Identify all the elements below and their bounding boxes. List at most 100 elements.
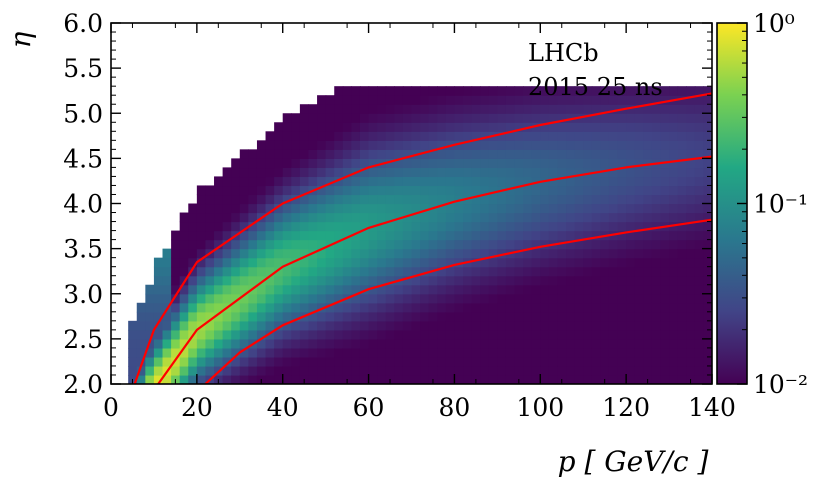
heatmap-cell	[351, 221, 361, 232]
heatmap-cell	[248, 212, 258, 223]
heatmap-cell	[523, 329, 533, 340]
heatmap-cell	[179, 302, 189, 313]
y-axis: 2.02.53.03.54.04.55.05.56.0	[63, 9, 712, 399]
x-axis: 0 20 40 60 80 100 120 140	[103, 23, 736, 422]
heatmap-cell	[694, 113, 705, 123]
heatmap-cell	[265, 311, 275, 322]
heatmap-cell	[703, 131, 712, 141]
heatmap-cell	[351, 356, 361, 367]
heatmap-cell	[643, 356, 653, 367]
heatmap-cell	[351, 311, 361, 322]
heatmap-cell	[677, 176, 687, 187]
heatmap-cell	[334, 167, 344, 178]
heatmap-cell	[308, 203, 318, 214]
heatmap-cell	[394, 257, 404, 268]
heatmap-cell	[523, 302, 533, 313]
heatmap-cell	[643, 158, 653, 169]
colorbar-tick-label: 10⁻¹	[753, 190, 808, 219]
heatmap-cell	[179, 248, 189, 259]
heatmap-cell	[325, 149, 335, 159]
heatmap-cell	[523, 338, 533, 349]
heatmap-cell	[634, 104, 644, 114]
heatmap-cell	[308, 113, 318, 123]
heatmap-cell	[274, 158, 284, 169]
heatmap-cell	[505, 131, 516, 141]
heatmap-cell	[497, 221, 507, 232]
heatmap-cell	[402, 338, 413, 349]
heatmap-cell	[171, 311, 181, 322]
heatmap-cell	[454, 230, 464, 241]
heatmap-cell	[686, 131, 696, 141]
heatmap-cell	[566, 86, 576, 96]
heatmap-cell	[402, 185, 413, 196]
heatmap-cell	[523, 86, 533, 96]
heatmap-cell	[669, 365, 679, 376]
heatmap-cell	[325, 302, 335, 313]
heatmap-cell	[445, 95, 456, 105]
heatmap-cell	[600, 302, 610, 313]
heatmap-cell	[660, 194, 670, 205]
heatmap-cell	[411, 212, 421, 223]
heatmap-cell	[471, 149, 481, 159]
heatmap-cell	[660, 266, 670, 277]
heatmap-cell	[359, 230, 370, 241]
heatmap-cell	[505, 275, 516, 286]
heatmap-cell	[540, 149, 550, 159]
heatmap-cell	[651, 365, 662, 376]
heatmap-cell	[471, 212, 481, 223]
heatmap-cell	[385, 95, 395, 105]
heatmap-cell	[514, 140, 524, 150]
heatmap-cell	[162, 266, 172, 277]
heatmap-cell	[703, 113, 712, 123]
heatmap-cell	[317, 212, 327, 223]
heatmap-cell	[256, 356, 267, 367]
heatmap-cell	[385, 149, 395, 159]
heatmap-cell	[385, 185, 395, 196]
heatmap-cell	[299, 194, 310, 205]
heatmap-cell	[660, 86, 670, 96]
heatmap-cell	[531, 239, 541, 250]
heatmap-cell	[334, 356, 344, 367]
heatmap-cell	[454, 176, 464, 187]
heatmap-cell	[694, 338, 705, 349]
heatmap-cell	[368, 320, 378, 331]
heatmap-cell	[179, 329, 189, 340]
heatmap-cell	[454, 158, 464, 169]
heatmap-cell	[428, 86, 438, 96]
heatmap-cell	[540, 284, 550, 295]
heatmap-cell	[368, 104, 378, 114]
heatmap-cell	[488, 185, 498, 196]
heatmap-cell	[454, 239, 464, 250]
heatmap-cell	[574, 365, 584, 376]
heatmap-cell	[239, 347, 249, 358]
heatmap-cell	[591, 185, 601, 196]
heatmap-cell	[583, 347, 593, 358]
heatmap-cell	[445, 329, 456, 340]
heatmap-cell	[411, 284, 421, 295]
heatmap-cell	[179, 239, 189, 250]
heatmap-cell	[359, 212, 370, 223]
heatmap-cell	[600, 356, 610, 367]
heatmap-cell	[248, 293, 258, 304]
heatmap-cell	[557, 266, 567, 277]
heatmap-cell	[428, 284, 438, 295]
heatmap-cell	[514, 365, 524, 376]
heatmap-cell	[643, 266, 653, 277]
heatmap-cell	[548, 104, 559, 114]
heatmap-cell	[540, 275, 550, 286]
heatmap-cell	[574, 86, 584, 96]
heatmap-cell	[385, 329, 395, 340]
heatmap-cell	[686, 185, 696, 196]
heatmap-cell	[497, 140, 507, 150]
heatmap-cell	[428, 122, 438, 132]
heatmap-cell	[566, 239, 576, 250]
heatmap-cell	[299, 149, 310, 159]
heatmap-cell	[188, 221, 198, 232]
heatmap-cell	[196, 347, 207, 358]
heatmap-cell	[308, 374, 318, 384]
heatmap-cell	[248, 203, 258, 214]
heatmap-cell	[694, 347, 705, 358]
heatmap-cell	[583, 212, 593, 223]
heatmap-cell	[282, 365, 292, 376]
heatmap-cell	[359, 221, 370, 232]
